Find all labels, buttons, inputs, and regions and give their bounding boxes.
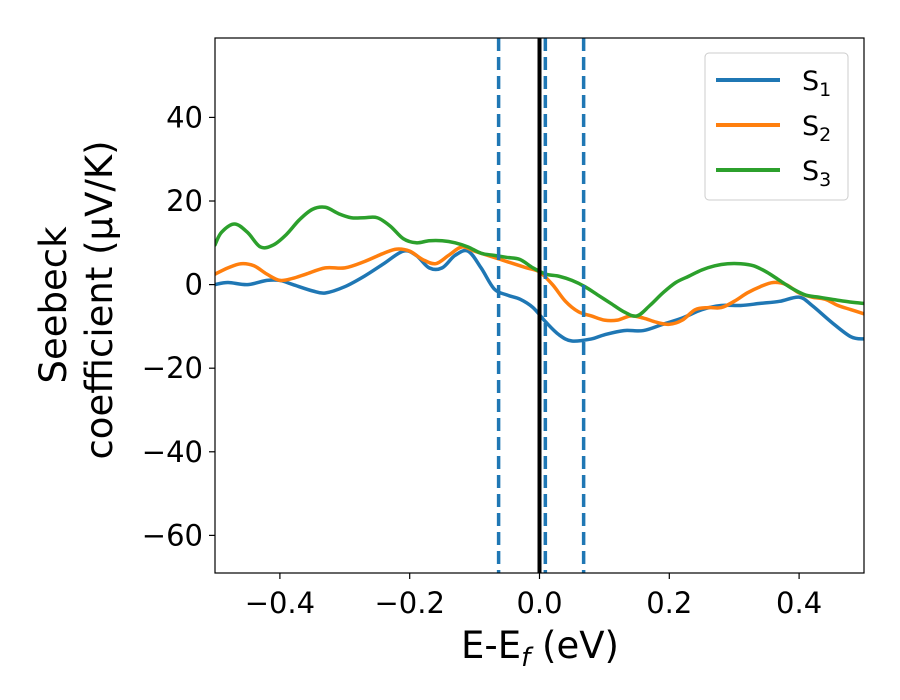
y-axis-label-line1: Seebeck [32, 226, 75, 384]
legend-label-s2: S2 [802, 111, 831, 146]
legend: S1 S2 S3 [704, 52, 849, 201]
x-tick-label: −0.4 [245, 586, 315, 620]
series-line-s3 [215, 205, 864, 318]
y-tick-label: −60 [142, 518, 203, 552]
series-line-s1 [215, 248, 864, 343]
x-tick-label: 0.2 [646, 586, 692, 620]
series-line-s2 [215, 245, 864, 327]
y-tick-label: 40 [166, 100, 203, 134]
x-tick-label: 0.4 [776, 586, 822, 620]
legend-label-s3: S3 [802, 156, 831, 191]
y-axis-label-line2: coefficient (μV/K) [78, 140, 121, 459]
y-axis: 40 20 0 −20 −40 −60 [142, 100, 215, 552]
y-tick-label: 0 [185, 268, 203, 302]
x-tick-label: −0.2 [374, 586, 444, 620]
legend-label-s1: S1 [802, 66, 831, 101]
y-tick-label: 20 [166, 184, 203, 218]
plot-clip-group [215, 38, 864, 573]
y-tick-label: −20 [142, 351, 203, 385]
plot-area [215, 38, 864, 573]
x-tick-label: 0.0 [516, 586, 562, 620]
x-axis: −0.4 −0.2 0.0 0.2 0.4 [245, 573, 822, 620]
x-axis-label-unit: (eV) [530, 624, 619, 667]
y-tick-label: −40 [142, 435, 203, 469]
x-axis-label: E-Ef (eV) [461, 624, 619, 673]
